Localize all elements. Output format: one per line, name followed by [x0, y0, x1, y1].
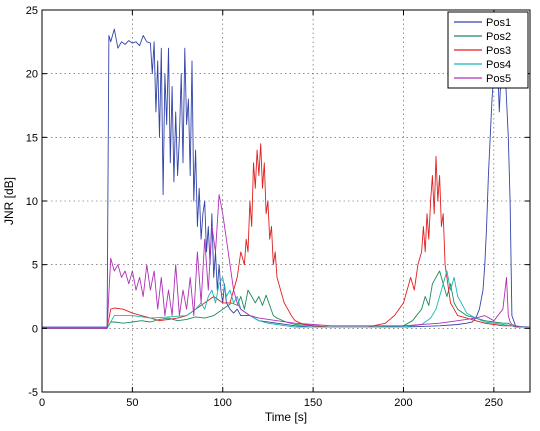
legend-label-pos5: Pos5	[486, 73, 511, 85]
legend-label-pos1: Pos1	[486, 17, 511, 29]
x-tick-label-100: 100	[214, 397, 232, 409]
y-tick-label-15: 15	[26, 132, 38, 144]
y-tick-label--5: -5	[28, 387, 38, 399]
series-line-pos5	[42, 194, 530, 329]
legend-label-pos3: Pos3	[486, 45, 511, 57]
x-tick-label-150: 150	[304, 397, 322, 409]
x-axis-label: Time [s]	[265, 410, 307, 424]
y-axis-label: JNR [dB]	[2, 177, 16, 225]
y-tick-label-10: 10	[26, 196, 38, 208]
x-tick-label-50: 50	[126, 397, 138, 409]
series-line-pos3	[42, 143, 530, 329]
x-tick-label-0: 0	[39, 397, 45, 409]
series-layer	[42, 28, 531, 329]
y-tick-label-5: 5	[32, 260, 38, 272]
y-tick-label-25: 25	[26, 5, 38, 17]
y-tick-label-20: 20	[26, 69, 38, 81]
legend-label-pos2: Pos2	[486, 31, 511, 43]
legend-label-pos4: Pos4	[486, 59, 511, 71]
legend: Pos1 Pos2 Pos3 Pos4 Pos5	[447, 11, 529, 89]
x-tick-label-250: 250	[485, 397, 503, 409]
x-tick-label-200: 200	[394, 397, 412, 409]
series-line-pos4	[42, 270, 531, 329]
y-tick-label-0: 0	[32, 323, 38, 335]
